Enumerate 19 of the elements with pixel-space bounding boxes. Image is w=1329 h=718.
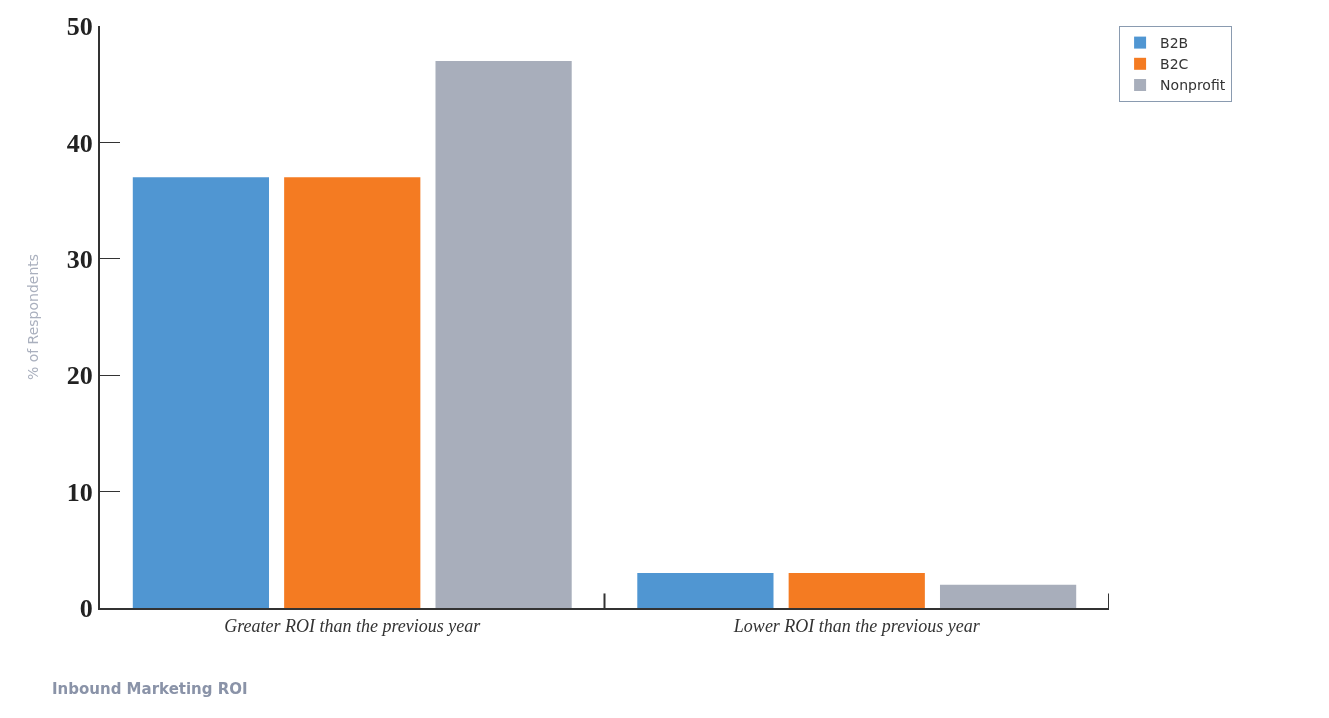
legend-label: Nonprofit	[1160, 77, 1226, 94]
y-axis-title: % of Respondents	[24, 253, 41, 381]
y-tick-label: 20	[66, 361, 93, 391]
bar	[788, 573, 925, 608]
bar	[435, 60, 572, 608]
y-tick-label: 50	[66, 12, 93, 42]
bar	[637, 573, 774, 608]
bar	[939, 584, 1077, 608]
bar	[132, 177, 270, 608]
y-tick-label: 40	[66, 128, 93, 158]
legend-label: B2B	[1160, 35, 1189, 52]
y-tick-label: 10	[66, 477, 93, 507]
x-axis-title: Inbound Marketing ROI	[52, 680, 248, 698]
y-tick-label: 0	[79, 594, 93, 624]
bar	[284, 177, 421, 608]
y-tick-label: 30	[66, 244, 93, 274]
x-tick-label: Lower ROI than the previous year	[732, 615, 981, 636]
x-tick-label: Greater ROI than the previous year	[224, 615, 482, 636]
legend-label: B2C	[1160, 56, 1189, 73]
